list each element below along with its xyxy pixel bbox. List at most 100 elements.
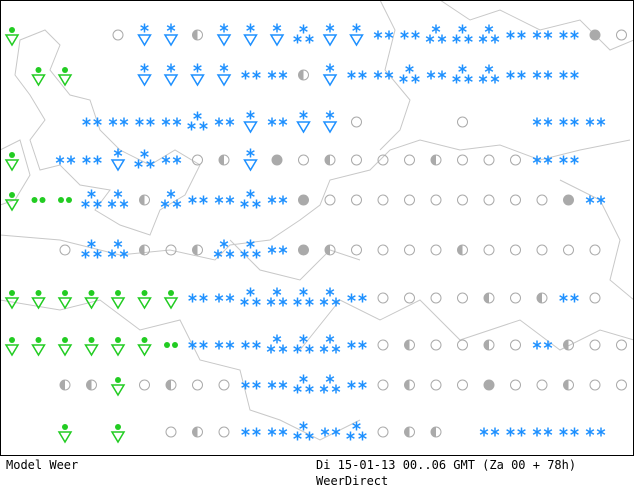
weather-symbol xyxy=(192,379,203,391)
snow-flake-stroke xyxy=(293,346,302,352)
weather-symbol xyxy=(188,293,208,303)
weather-symbol xyxy=(59,379,71,391)
weather-symbol xyxy=(377,339,389,351)
rain-dot xyxy=(62,424,68,430)
weather-symbol xyxy=(563,339,574,351)
snow-flake-stroke xyxy=(458,66,467,72)
half-cloud-fill xyxy=(192,245,198,255)
snow-flake-stroke xyxy=(559,119,568,125)
snow-flake-stroke xyxy=(347,72,356,78)
snow-flake-stroke xyxy=(82,157,91,163)
snow-flake-stroke xyxy=(299,336,308,342)
snow-flake-stroke xyxy=(225,251,235,257)
snow-flake-stroke xyxy=(246,112,255,118)
clear-circle xyxy=(510,339,521,351)
weather-symbol xyxy=(351,244,362,256)
snow-flake-stroke xyxy=(532,342,542,348)
snow-flake-stroke xyxy=(319,386,329,392)
weather-symbol xyxy=(267,245,288,255)
snow-flake-stroke xyxy=(188,295,197,301)
weather-symbol xyxy=(347,293,367,303)
weather-symbol xyxy=(163,290,179,310)
clear-circle xyxy=(589,244,601,256)
snow-flake-stroke xyxy=(113,191,123,197)
snow-flake-stroke xyxy=(119,251,129,257)
snow-flake-stroke xyxy=(199,197,208,203)
weather-symbol xyxy=(293,334,314,354)
weather-symbol xyxy=(59,244,71,256)
clear-circle xyxy=(377,194,389,206)
snow-flake-stroke xyxy=(172,119,182,125)
snow-flake-stroke xyxy=(140,151,149,157)
snow-flake-stroke xyxy=(278,197,288,203)
clear-circle xyxy=(510,154,521,166)
weather-symbol xyxy=(532,70,553,80)
snow-flake-stroke xyxy=(278,429,288,435)
snow-flake-stroke xyxy=(484,66,494,72)
rain-dot xyxy=(31,197,38,203)
clear-circle xyxy=(510,379,521,391)
snow-flake-stroke xyxy=(384,72,394,78)
shower-triangle xyxy=(349,34,364,47)
half-cloud-fill xyxy=(431,155,436,165)
clear-circle xyxy=(430,292,442,304)
weather-symbol xyxy=(86,379,97,391)
half-cloud-fill xyxy=(563,380,569,390)
weather-symbol xyxy=(112,29,124,41)
weather-symbol xyxy=(506,30,526,40)
rain-dot xyxy=(35,290,42,296)
half-cloud-fill xyxy=(325,155,330,165)
clear-circle xyxy=(165,244,177,256)
clear-circle xyxy=(139,379,150,391)
snow-flake-stroke xyxy=(347,342,356,348)
snow-flake-stroke xyxy=(437,72,447,78)
weather-symbol xyxy=(377,194,389,206)
weather-symbol xyxy=(319,287,341,307)
clear-circle xyxy=(536,194,548,206)
half-cloud-fill xyxy=(484,293,489,303)
weather-symbol xyxy=(589,292,601,304)
weather-symbol xyxy=(298,244,309,256)
clear-circle xyxy=(589,339,601,351)
weather-symbol xyxy=(404,292,415,304)
snow-flake-stroke xyxy=(278,299,288,305)
weather-symbol xyxy=(347,340,367,350)
snow-flake-stroke xyxy=(373,72,383,78)
clear-circle xyxy=(457,116,468,128)
clear-circle xyxy=(351,244,362,256)
clear-circle xyxy=(430,339,442,351)
snow-flake-stroke xyxy=(570,72,579,78)
shower-triangle xyxy=(216,34,232,47)
clear-circle xyxy=(404,194,415,206)
snow-flake-stroke xyxy=(331,429,341,435)
weather-symbol xyxy=(218,154,230,166)
weather-symbol xyxy=(616,339,627,351)
snow-flake-stroke xyxy=(193,113,202,119)
rain-dot xyxy=(168,290,174,296)
half-cloud-fill xyxy=(404,427,410,437)
overcast-circle xyxy=(298,194,309,206)
weather-symbol xyxy=(216,63,232,87)
weather-symbol xyxy=(426,70,447,80)
snow-flake-stroke xyxy=(241,382,250,388)
snow-flake-stroke xyxy=(464,36,473,42)
snow-flake-stroke xyxy=(241,72,250,78)
rain-dot xyxy=(35,337,42,343)
snow-flake-stroke xyxy=(405,66,414,72)
weather-symbol xyxy=(589,339,601,351)
rain-dot xyxy=(58,197,64,203)
clear-circle xyxy=(510,292,521,304)
weather-symbol xyxy=(351,116,362,128)
weather-symbol xyxy=(319,374,341,394)
clear-circle xyxy=(483,194,495,206)
weather-symbol xyxy=(457,194,468,206)
weather-symbol xyxy=(243,23,258,47)
weather-symbol xyxy=(589,379,601,391)
snow-flake-stroke xyxy=(93,119,102,125)
overcast-circle xyxy=(483,379,495,391)
weather-symbol xyxy=(322,110,338,134)
snow-flake-stroke xyxy=(214,119,224,125)
shower-triangle xyxy=(322,74,338,87)
weather-symbol xyxy=(425,24,447,44)
weather-symbol xyxy=(298,194,309,206)
